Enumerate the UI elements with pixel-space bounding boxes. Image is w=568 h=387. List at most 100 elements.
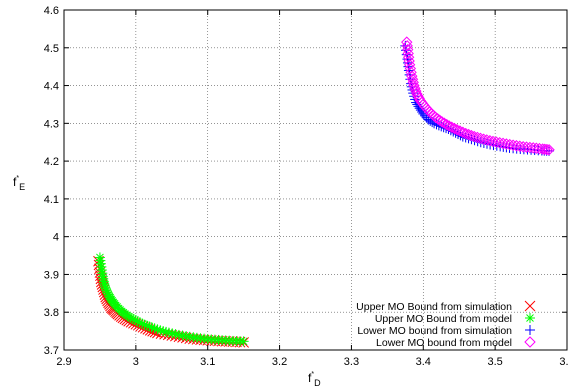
y-tick-label: 4.4 [44, 81, 59, 93]
marker-stroke [524, 336, 536, 348]
marker-stroke [401, 40, 413, 52]
marker-stroke [493, 137, 506, 149]
x-axis-label-main: f [308, 371, 312, 385]
data-point [454, 125, 466, 137]
y-axis-label-sub: E [19, 182, 25, 192]
data-point [493, 137, 506, 149]
y-axis-label-main: f [13, 175, 17, 189]
marker-stroke [185, 332, 194, 341]
data-point [238, 336, 249, 347]
marker-stroke [404, 62, 417, 75]
axis-ticks: 2.9 3 3.1 3.2 3.3 3.4 3.5 3.6 3.7 3.8 3.9 4 4.1 4.2 4.… [44, 5, 568, 368]
data-marks [93, 36, 555, 348]
y-tick-label: 4.5 [44, 43, 59, 55]
y-tick-label: 3.7 [44, 345, 59, 357]
grid-lines [64, 10, 567, 350]
marker-stroke [471, 131, 484, 144]
data-point [401, 40, 413, 52]
y-tick-label: 4.3 [44, 118, 59, 130]
y-tick-label: 4.1 [44, 194, 59, 206]
marker-stroke [541, 143, 553, 156]
data-point [504, 138, 516, 151]
marker-stroke [510, 140, 523, 152]
marker-stroke [159, 327, 168, 335]
marker-stroke [443, 120, 455, 132]
series-2 [94, 252, 249, 347]
legend-marker-1 [524, 300, 536, 312]
data-point [507, 139, 519, 151]
x-tick-label: 3 [133, 356, 139, 368]
y-axis-label-star: * [16, 175, 19, 182]
data-point [533, 142, 546, 155]
marker-stroke [182, 332, 191, 341]
marker-stroke [451, 124, 463, 136]
marker-stroke [189, 333, 198, 342]
marker-stroke [526, 314, 534, 322]
data-point [517, 141, 529, 153]
data-point [438, 117, 451, 129]
y-tick-label: 3.8 [44, 307, 59, 319]
legend-marker-4 [524, 336, 536, 348]
marker-stroke [543, 144, 555, 156]
y-axis-label: f*E [13, 175, 25, 192]
x-axis-label: f*D [308, 371, 321, 387]
data-point [404, 62, 417, 75]
data-point [539, 143, 551, 155]
marker-stroke [484, 135, 496, 147]
marker-stroke [457, 126, 469, 138]
data-point [402, 43, 414, 56]
marker-stroke [462, 128, 475, 141]
marker-stroke [153, 325, 162, 334]
marker-stroke [539, 143, 551, 155]
data-point [448, 122, 461, 135]
data-point [490, 136, 503, 148]
data-point [402, 51, 415, 63]
data-point [477, 133, 490, 145]
marker-stroke [436, 116, 448, 128]
data-point [181, 331, 192, 342]
legend-label-4: Lower MO bound from model [376, 337, 512, 349]
data-point [407, 76, 419, 89]
data-point [402, 47, 414, 60]
data-point [406, 70, 418, 82]
x-tick-label: 3.1 [200, 356, 215, 368]
data-point [484, 135, 496, 147]
marker-stroke [477, 133, 490, 145]
marker-stroke [402, 47, 414, 60]
legend-marker-2 [525, 313, 535, 323]
marker-stroke [403, 59, 416, 71]
data-point [481, 134, 493, 146]
data-point [403, 59, 416, 71]
legend-label-1: Upper MO Bound from simulation [356, 301, 512, 313]
data-point [520, 141, 533, 153]
marker-stroke [524, 141, 536, 154]
marker-stroke [409, 82, 421, 95]
data-point [406, 73, 419, 85]
data-point [459, 127, 472, 140]
marker-stroke [175, 331, 183, 339]
marker-stroke [533, 142, 546, 155]
marker-stroke [500, 138, 513, 150]
marker-stroke [162, 328, 170, 336]
marker-stroke [406, 73, 419, 85]
data-point [462, 128, 475, 141]
x-axis-label-sub: D [314, 378, 321, 387]
data-point [408, 79, 420, 92]
data-point [468, 130, 481, 143]
marker-stroke [441, 118, 453, 131]
marker-stroke [165, 328, 173, 337]
marker-stroke [448, 122, 461, 135]
x-axis-label-star: * [311, 371, 314, 378]
data-point [403, 55, 415, 67]
x-tick-label: 3.6 [559, 356, 568, 368]
legend-marker-3 [525, 325, 535, 335]
data-point [446, 121, 458, 133]
marker-stroke [454, 125, 466, 137]
data-point [441, 118, 453, 131]
marker-stroke [403, 55, 415, 67]
marker-stroke [459, 127, 472, 140]
marker-stroke [171, 330, 180, 338]
marker-stroke [156, 326, 165, 335]
marker-stroke [239, 337, 248, 346]
marker-stroke [402, 43, 414, 56]
